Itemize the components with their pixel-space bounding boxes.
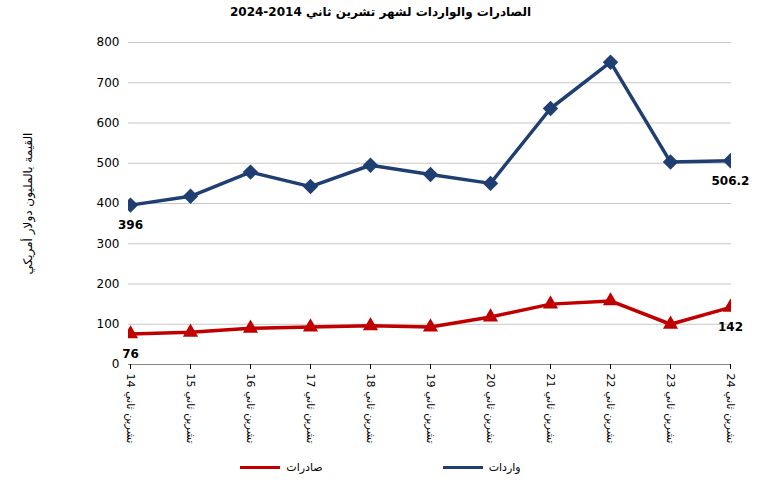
html-text:الصادرات والواردات لشهر تشرين: الصادرات والواردات لشهر تشرين ثاني 2014-… [230,5,531,19]
svg-text:142: 142 [718,320,743,334]
svg-text:76: 76 [122,347,139,361]
svg-text:تشرين ثاني 17: تشرين ثاني 17 [304,374,317,444]
svg-text:القيمة بالمليون دولار أمريكي: القيمة بالمليون دولار أمريكي [20,133,36,275]
svg-text:تشرين ثاني 20: تشرين ثاني 20 [484,374,497,444]
svg-text:700: 700 [97,76,120,90]
svg-text:تشرين ثاني 16: تشرين ثاني 16 [244,374,257,444]
svg-text:500: 500 [97,156,120,170]
svg-text:تشرين ثاني 19: تشرين ثاني 19 [424,374,437,444]
svg-text:200: 200 [97,277,120,291]
svg-text:تشرين ثاني 23: تشرين ثاني 23 [664,374,677,444]
svg-text:تشرين ثاني 14: تشرين ثاني 14 [124,374,137,444]
svg-text:600: 600 [97,116,120,130]
svg-text:400: 400 [97,196,120,210]
svg-text:تشرين ثاني 15: تشرين ثاني 15 [184,374,197,444]
svg-text:0: 0 [112,357,120,371]
svg-text:506.2: 506.2 [712,174,750,188]
svg-text:تشرين ثاني 22: تشرين ثاني 22 [604,374,617,444]
svg-text:تشرين ثاني 24: تشرين ثاني 24 [724,374,737,444]
svg-text:396: 396 [118,218,143,232]
html-text:واردات: واردات [488,460,521,474]
svg-text:تشرين ثاني 18: تشرين ثاني 18 [364,374,377,444]
html-text:صادرات: صادرات [286,460,323,474]
svg-text:تشرين ثاني 21: تشرين ثاني 21 [544,374,557,444]
svg-text:300: 300 [97,237,120,251]
svg-text:800: 800 [97,35,120,49]
svg-text:100: 100 [97,317,120,331]
